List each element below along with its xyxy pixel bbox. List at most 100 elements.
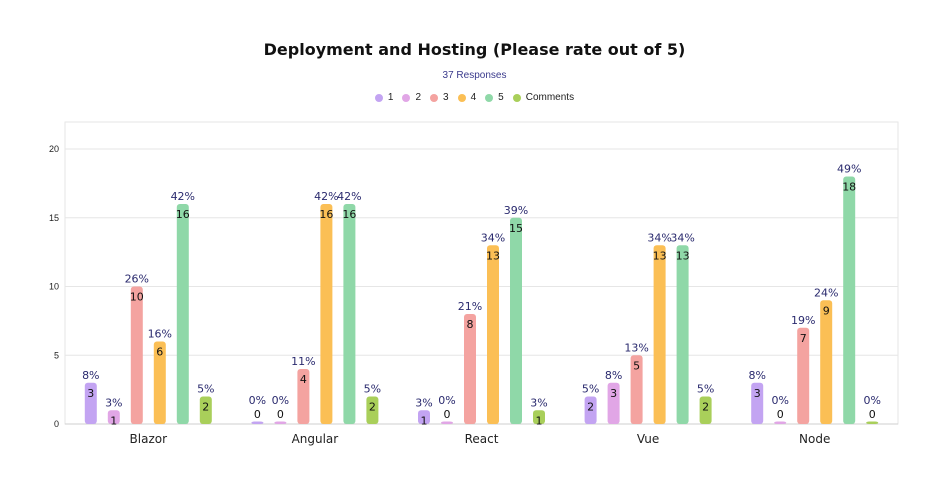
bar-angular-4	[320, 204, 333, 424]
bar-node-comments	[866, 421, 879, 424]
bar-vue-2	[607, 382, 620, 424]
legend-item-3[interactable]: 3	[430, 92, 449, 103]
data-label-percent: 19%	[791, 314, 815, 327]
legend-item-4[interactable]: 4	[457, 92, 477, 103]
bar-node-2	[774, 421, 787, 424]
bar-vue-5	[676, 245, 689, 424]
legend-label: 5	[498, 92, 504, 103]
data-label-percent: 5%	[697, 383, 714, 396]
data-label-value: 16	[342, 208, 356, 221]
data-label-percent: 0%	[863, 394, 880, 407]
data-label-percent: 13%	[624, 341, 648, 354]
legend-item-1[interactable]: 1	[374, 92, 394, 103]
bar-blazor-3	[130, 286, 143, 424]
data-label-value: 0	[444, 408, 451, 421]
data-label-percent: 3%	[105, 396, 122, 409]
x-category-label: Blazor	[130, 432, 168, 446]
data-label-percent: 0%	[249, 394, 266, 407]
legend-item-2[interactable]: 2	[402, 92, 421, 103]
bar-node-5	[843, 176, 856, 424]
bar-node-1	[751, 382, 764, 424]
y-tick-label: 0	[54, 419, 59, 429]
data-label-value: 0	[869, 408, 876, 421]
data-label-percent: 0%	[771, 394, 788, 407]
bar-blazor-comments	[199, 396, 212, 424]
data-label-percent: 5%	[582, 383, 599, 396]
legend-swatch	[512, 93, 521, 102]
bar-vue-1	[584, 396, 597, 424]
legend-swatch	[374, 93, 383, 102]
data-label-value: 8	[467, 318, 474, 331]
data-label-percent: 24%	[814, 286, 838, 299]
legend-swatch	[402, 93, 411, 102]
legend-label: Comments	[525, 92, 575, 103]
bar-react-5	[510, 217, 522, 424]
data-label-value: 1	[110, 414, 117, 427]
bar-angular-3	[297, 369, 310, 424]
y-tick-label: 5	[54, 350, 59, 360]
bar-react-3	[464, 314, 476, 424]
data-label-value: 2	[202, 401, 209, 414]
data-label-percent: 21%	[458, 300, 482, 313]
x-category-label: Node	[799, 432, 830, 446]
data-label-value: 2	[369, 401, 376, 414]
bar-react-4	[487, 245, 499, 424]
bar-angular-2	[274, 421, 287, 424]
bar-blazor-5	[176, 204, 189, 424]
data-label-value: 16	[319, 208, 333, 221]
data-label-percent: 49%	[837, 163, 861, 176]
x-category-label: Angular	[292, 432, 339, 446]
legend-label: 1	[387, 92, 394, 103]
data-label-value: 2	[587, 401, 594, 414]
data-label-value: 10	[130, 291, 144, 304]
y-tick-label: 20	[49, 144, 59, 154]
data-label-value: 15	[509, 222, 523, 235]
x-category-label: React	[465, 432, 499, 446]
data-label-value: 2	[702, 401, 709, 414]
data-label-percent: 16%	[148, 328, 172, 341]
legend-swatch	[485, 93, 494, 102]
data-label-value: 1	[536, 414, 543, 427]
bar-vue-3	[630, 355, 643, 424]
data-label-value: 13	[486, 249, 500, 262]
data-label-value: 3	[610, 387, 617, 400]
data-label-value: 0	[277, 408, 284, 421]
data-label-percent: 34%	[670, 231, 694, 244]
data-label-value: 18	[842, 181, 856, 194]
data-label-percent: 42%	[337, 190, 361, 203]
data-label-percent: 34%	[481, 231, 505, 244]
data-label-percent: 8%	[605, 369, 622, 382]
data-label-percent: 34%	[647, 231, 671, 244]
legend-label: 3	[443, 92, 449, 103]
bar-node-3	[797, 327, 810, 424]
data-label-value: 13	[676, 249, 690, 262]
legend-item-5[interactable]: 5	[485, 92, 504, 103]
data-label-value: 13	[653, 249, 667, 262]
data-label-value: 5	[633, 359, 640, 372]
chart-subtitle: 37 Responses	[442, 70, 507, 81]
data-label-value: 9	[823, 304, 830, 317]
bar-react-1	[418, 410, 430, 424]
data-label-percent: 8%	[82, 369, 99, 382]
legend-item-comments[interactable]: Comments	[512, 92, 575, 103]
legend-swatch	[430, 93, 439, 102]
legend-label: 4	[470, 92, 477, 103]
data-label-percent: 5%	[364, 383, 381, 396]
data-label-value: 0	[254, 408, 261, 421]
legend-label: 2	[415, 92, 422, 103]
bar-angular-1	[251, 421, 264, 424]
bar-blazor-1	[84, 382, 97, 424]
data-label-value: 1	[421, 414, 428, 427]
y-tick-label: 10	[49, 282, 59, 292]
bar-vue-4	[653, 245, 666, 424]
data-label-value: 4	[300, 373, 307, 386]
bar-angular-comments	[366, 396, 379, 424]
bar-react-comments	[533, 410, 545, 424]
data-label-percent: 0%	[438, 394, 455, 407]
data-label-percent: 42%	[171, 190, 195, 203]
data-label-percent: 3%	[415, 396, 432, 409]
data-label-percent: 0%	[272, 394, 289, 407]
bar-blazor-2	[107, 410, 120, 424]
data-label-percent: 8%	[748, 369, 765, 382]
